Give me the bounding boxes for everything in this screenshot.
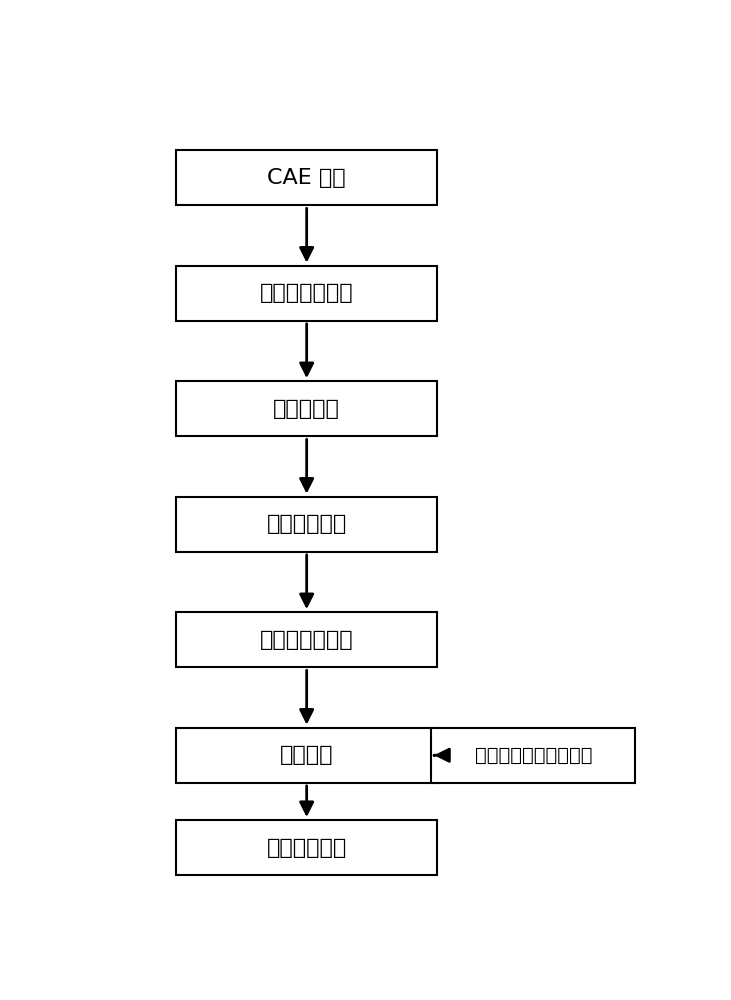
Text: CAE 分析: CAE 分析 (268, 168, 346, 188)
Bar (176, 612, 437, 667)
Text: 粘贴应变测量计: 粘贴应变测量计 (260, 283, 354, 303)
Bar (176, 820, 437, 875)
Bar (176, 266, 437, 321)
Text: 实车试验验证: 实车试验验证 (267, 838, 346, 858)
Text: 载荷谱循环外推: 载荷谱循环外推 (260, 630, 354, 650)
Bar (176, 497, 437, 552)
Text: 获取载荷谱: 获取载荷谱 (273, 399, 340, 419)
Bar (176, 150, 437, 205)
Bar (431, 728, 635, 783)
Text: 室内道路模拟试验验证: 室内道路模拟试验验证 (474, 746, 592, 765)
Text: 寿命预估: 寿命预估 (280, 745, 333, 765)
Bar (176, 728, 437, 783)
Bar (176, 381, 437, 436)
Text: 损伤对比分析: 损伤对比分析 (267, 514, 346, 534)
